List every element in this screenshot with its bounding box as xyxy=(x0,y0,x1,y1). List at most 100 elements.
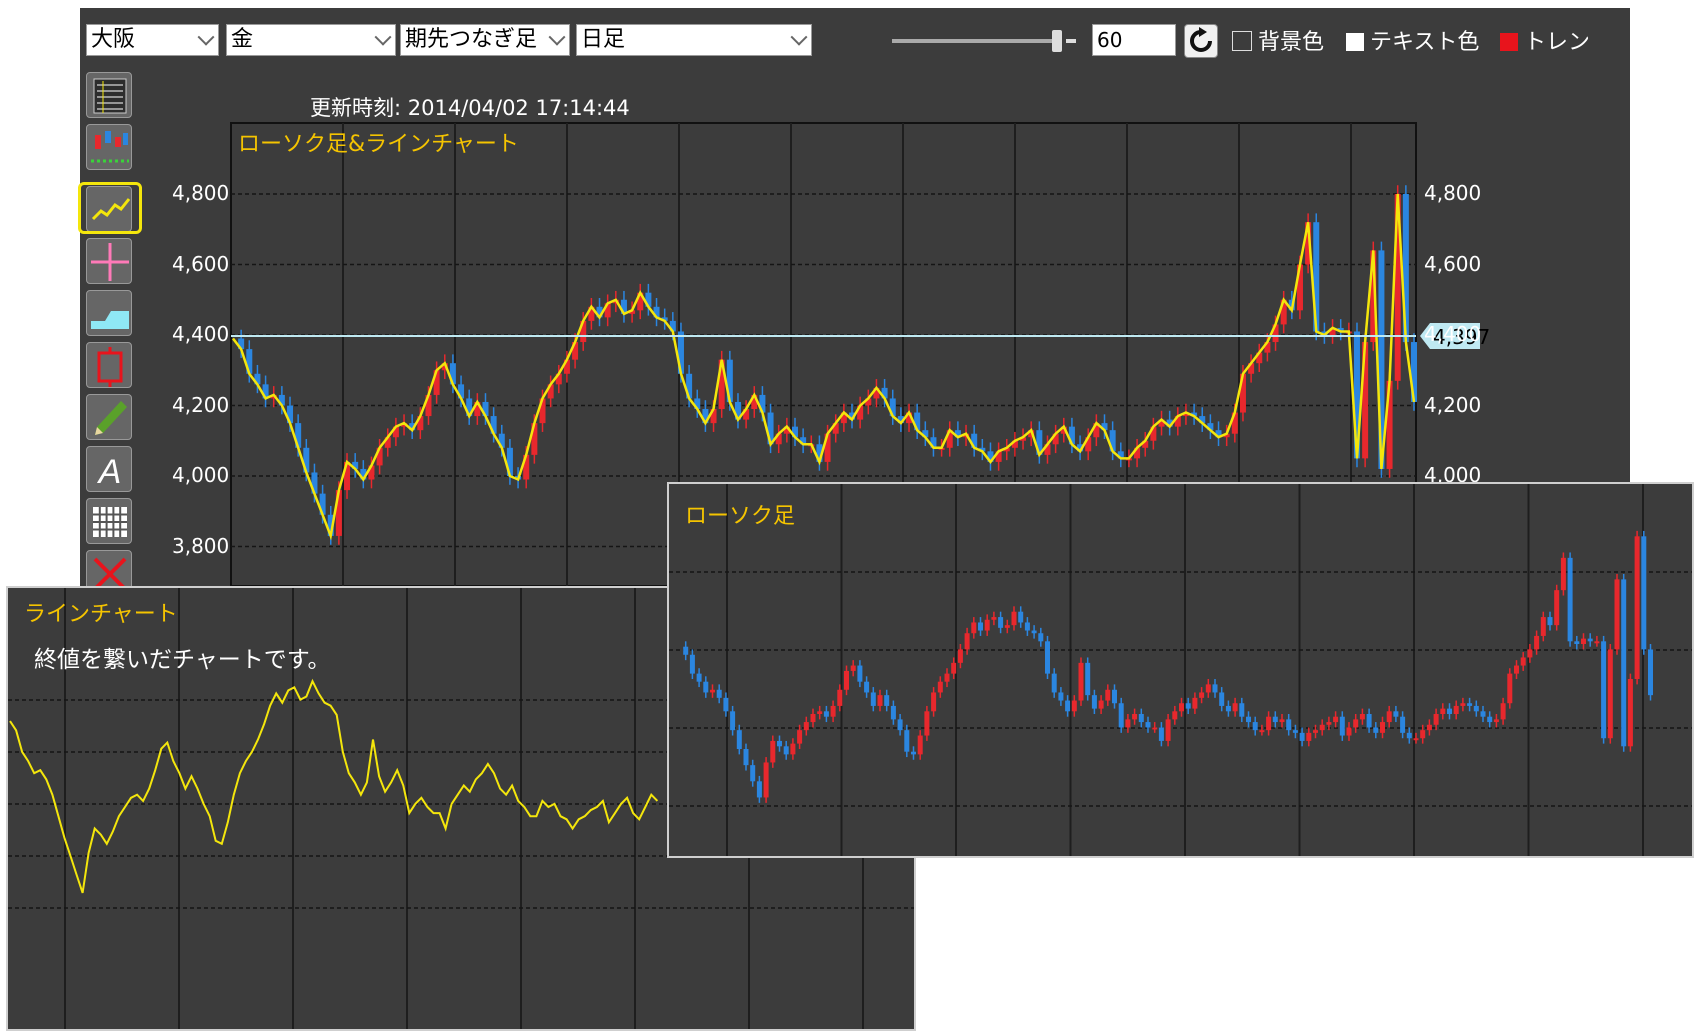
candle-body xyxy=(653,306,660,318)
contract-select[interactable]: 期先つなぎ足 xyxy=(400,24,570,56)
y-tick-label: 3,800 xyxy=(172,533,230,558)
candle-body xyxy=(1174,416,1181,427)
candle-body xyxy=(1601,641,1607,739)
candle-body xyxy=(703,681,709,693)
candle-body xyxy=(817,711,823,714)
candle-body xyxy=(1627,679,1633,747)
candle-body xyxy=(1594,641,1600,644)
tool-list-button[interactable] xyxy=(86,72,132,118)
candle-body xyxy=(1117,451,1124,459)
candle-body xyxy=(1071,700,1077,712)
candle-body xyxy=(971,433,978,448)
color-swatch xyxy=(1500,33,1518,51)
y-tick-label: 4,600 xyxy=(172,251,230,276)
tool-step-button[interactable] xyxy=(86,290,132,336)
candle-body xyxy=(1378,250,1385,469)
text-color-label: テキスト色 xyxy=(1370,30,1480,55)
color-swatch xyxy=(1346,33,1364,51)
candle-body xyxy=(1648,649,1653,696)
tool-candlestick-button[interactable] xyxy=(86,124,132,170)
crosshair-icon xyxy=(91,243,129,281)
candle-body xyxy=(352,461,359,469)
candle-body xyxy=(937,681,943,693)
candle-body xyxy=(1373,727,1379,733)
candle-body xyxy=(1286,719,1292,731)
grid-icon xyxy=(93,507,127,537)
candle-body xyxy=(1402,194,1409,343)
tool-grid-button[interactable] xyxy=(86,498,132,544)
candle-body xyxy=(563,359,570,374)
candle-body xyxy=(870,692,876,706)
candle-body xyxy=(830,705,836,717)
candle-body xyxy=(1134,447,1141,459)
tool-crosshair-button[interactable] xyxy=(86,238,132,284)
candle-body xyxy=(1132,714,1138,720)
period-input[interactable]: 60 xyxy=(1092,24,1176,56)
candle-body xyxy=(759,394,766,413)
candle-body xyxy=(1393,711,1399,717)
candle-body xyxy=(1165,719,1171,741)
candle-body xyxy=(906,412,913,424)
candle-body xyxy=(1052,433,1059,445)
candle-body xyxy=(723,697,729,712)
refresh-icon xyxy=(1190,27,1212,52)
background-color-checkbox[interactable]: 背景色 xyxy=(1232,30,1324,56)
candle-body xyxy=(1192,697,1198,709)
candle-body xyxy=(930,437,937,448)
candle-body xyxy=(979,447,986,452)
period-slider-thumb[interactable] xyxy=(1052,30,1062,52)
interval-select[interactable]: 日足 xyxy=(576,24,812,56)
tool-pencil-button[interactable] xyxy=(86,394,132,440)
period-slider-track[interactable] xyxy=(892,39,1062,43)
candle-body xyxy=(490,416,497,434)
candle-body xyxy=(1024,622,1030,631)
candle-body xyxy=(877,695,883,706)
candle-body xyxy=(409,423,416,431)
candle-body xyxy=(964,633,970,650)
candlestick-chart xyxy=(669,484,1692,856)
candle-body xyxy=(1158,419,1165,427)
candle-body xyxy=(984,619,990,631)
candle-body xyxy=(777,740,782,747)
tool-text-button[interactable]: A xyxy=(86,446,132,492)
candle-body xyxy=(547,384,554,399)
candle-body xyxy=(1353,331,1360,459)
candle-body xyxy=(832,423,839,434)
candle-body xyxy=(531,423,538,455)
candle-body xyxy=(1231,412,1238,434)
candle-body xyxy=(1280,299,1287,325)
candle-body xyxy=(1547,617,1553,626)
candle-body xyxy=(1101,423,1108,431)
candle-body xyxy=(1205,684,1211,693)
candle-body xyxy=(1182,412,1189,417)
candle-body xyxy=(911,751,916,755)
candle-body xyxy=(474,401,481,417)
tool-bracket-button[interactable] xyxy=(86,342,132,388)
trend-color-checkbox[interactable]: トレン xyxy=(1500,30,1588,56)
candle-body xyxy=(1567,557,1573,642)
commodity-select[interactable]: 金 xyxy=(226,24,396,56)
tool-line-chart-button[interactable] xyxy=(86,186,132,232)
exchange-select[interactable]: 大阪 xyxy=(86,24,219,56)
toolbar: 大阪 金 期先つなぎ足 日足 60 背景色 テキスト色 トレン xyxy=(80,8,1630,68)
candle-body xyxy=(319,493,326,515)
candle-body xyxy=(800,437,807,445)
candle-body xyxy=(1400,716,1406,733)
candle-body xyxy=(1145,722,1151,728)
candle-body xyxy=(1453,705,1459,714)
text-color-checkbox[interactable]: テキスト色 xyxy=(1346,30,1479,56)
trend-color-label: トレン xyxy=(1524,30,1588,55)
candle-body xyxy=(998,617,1004,628)
candle-body xyxy=(1337,327,1344,332)
candle-body xyxy=(1003,447,1010,452)
candle-body xyxy=(1223,433,1230,438)
candle-body xyxy=(1078,662,1084,701)
candle-body xyxy=(555,373,562,385)
refresh-button[interactable] xyxy=(1184,24,1218,58)
candle-body xyxy=(710,689,715,693)
candle-body xyxy=(669,320,676,332)
interval-select-value: 日足 xyxy=(581,27,626,52)
candle-body xyxy=(1225,705,1231,712)
candle-body xyxy=(287,405,294,424)
candle-body xyxy=(824,433,831,462)
